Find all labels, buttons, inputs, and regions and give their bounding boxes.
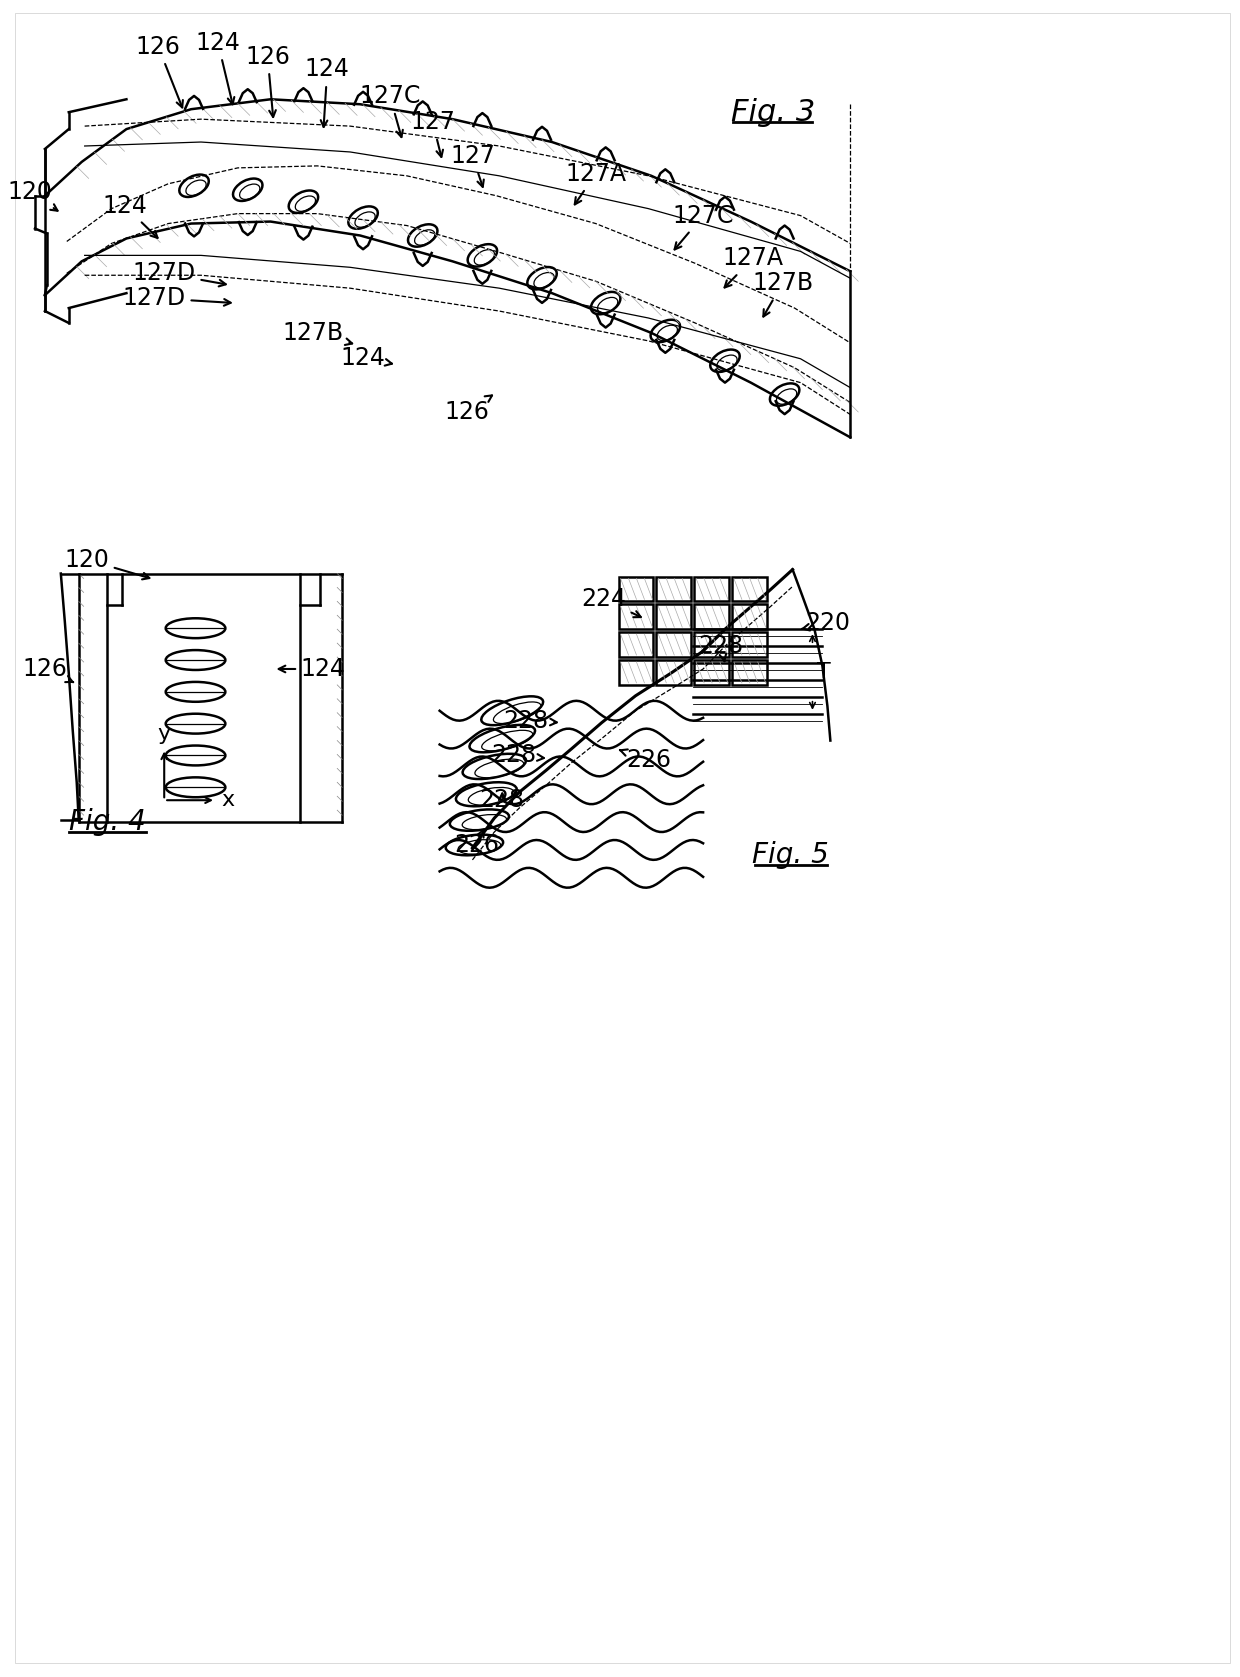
Text: Fig. 4: Fig. 4 <box>68 808 145 837</box>
Text: y: y <box>157 723 171 743</box>
Text: 124: 124 <box>102 193 157 238</box>
Text: 124: 124 <box>341 345 392 369</box>
Bar <box>619 604 653 629</box>
Bar <box>732 604 766 629</box>
Text: 127A: 127A <box>565 163 626 205</box>
Text: 124: 124 <box>305 57 350 127</box>
Bar <box>694 577 729 602</box>
Bar <box>694 661 729 684</box>
Bar <box>732 632 766 657</box>
Bar <box>656 577 691 602</box>
Text: 220: 220 <box>802 610 849 636</box>
Text: 126: 126 <box>136 35 182 107</box>
Text: Fig. 5: Fig. 5 <box>753 840 830 869</box>
Bar <box>656 661 691 684</box>
Bar <box>619 632 653 657</box>
Text: 226: 226 <box>620 748 671 773</box>
Text: 124: 124 <box>196 30 241 104</box>
Text: 127D: 127D <box>133 262 226 287</box>
Text: 127B: 127B <box>753 272 813 317</box>
Text: 226: 226 <box>454 830 498 857</box>
Text: 126: 126 <box>22 657 73 683</box>
Text: x: x <box>221 790 234 810</box>
Bar <box>656 632 691 657</box>
Text: 120: 120 <box>64 548 149 579</box>
Text: 228: 228 <box>491 743 544 768</box>
Text: Fig. 3: Fig. 3 <box>730 97 815 127</box>
Bar <box>732 577 766 602</box>
Text: 126: 126 <box>444 396 492 424</box>
Text: 127: 127 <box>410 111 455 158</box>
Bar <box>619 577 653 602</box>
Bar <box>656 604 691 629</box>
Text: 127C: 127C <box>672 203 734 250</box>
Text: 127B: 127B <box>283 320 352 345</box>
Text: 127: 127 <box>450 144 495 186</box>
Bar <box>694 632 729 657</box>
Text: T: T <box>817 662 831 683</box>
Text: 228: 228 <box>503 709 557 733</box>
Text: 120: 120 <box>7 179 57 211</box>
Bar <box>619 661 653 684</box>
Text: 127A: 127A <box>723 247 784 287</box>
Text: 228: 228 <box>698 634 744 661</box>
Bar <box>732 661 766 684</box>
Text: 127C: 127C <box>360 84 420 138</box>
Text: 228: 228 <box>480 788 525 812</box>
Text: 126: 126 <box>246 45 290 117</box>
Text: 124: 124 <box>279 657 346 681</box>
Text: 127D: 127D <box>123 287 231 310</box>
Bar <box>694 604 729 629</box>
Text: 224: 224 <box>582 587 641 617</box>
